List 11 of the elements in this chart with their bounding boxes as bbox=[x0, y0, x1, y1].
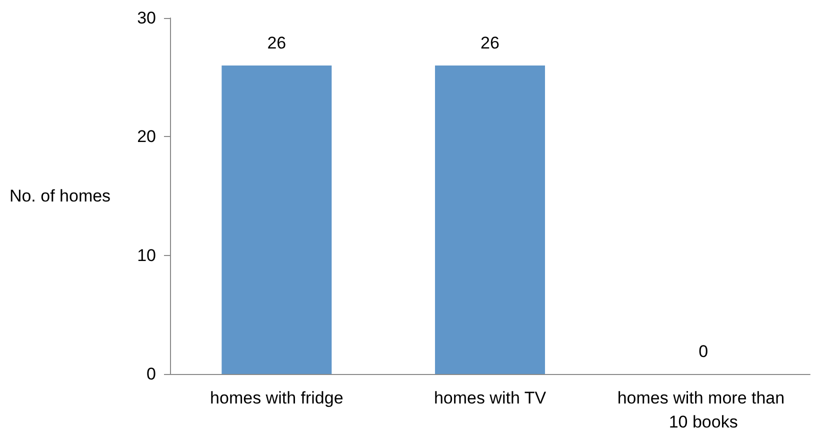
y-axis-title: No. of homes bbox=[9, 186, 111, 206]
x-tick-label: homes with more than 10 books bbox=[617, 388, 790, 432]
x-tick-label: homes with fridge bbox=[210, 388, 344, 408]
data-label: 26 bbox=[267, 33, 286, 52]
data-label: 26 bbox=[480, 33, 500, 52]
x-tick-label: homes with TV bbox=[434, 388, 547, 408]
y-tick-label: 20 bbox=[137, 127, 156, 146]
y-tick-label: 10 bbox=[137, 246, 156, 265]
y-tick-label: 0 bbox=[146, 364, 156, 384]
y-tick-label: 30 bbox=[137, 8, 156, 28]
data-label: 0 bbox=[698, 342, 708, 361]
